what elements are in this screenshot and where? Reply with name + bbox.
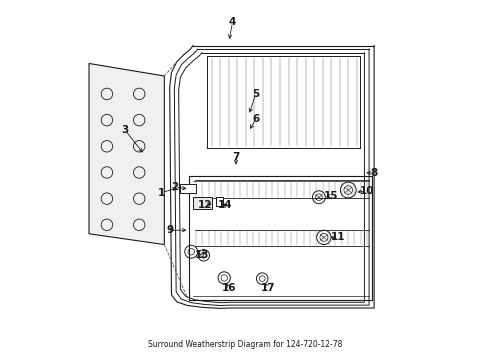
Text: 1: 1 [158, 188, 166, 198]
Bar [193, 197, 212, 209]
Text: 7: 7 [232, 152, 240, 162]
Text: 12: 12 [198, 200, 213, 210]
Bar [180, 184, 196, 193]
Text: 17: 17 [261, 283, 275, 293]
Text: Surround Weatherstrip Diagram for 124-720-12-78: Surround Weatherstrip Diagram for 124-72… [148, 341, 342, 350]
Text: 9: 9 [166, 225, 173, 235]
Text: 16: 16 [221, 283, 236, 293]
Text: 2: 2 [172, 182, 179, 192]
Text: 11: 11 [331, 232, 345, 242]
Bar [216, 197, 223, 206]
Text: 14: 14 [218, 200, 233, 210]
Text: 6: 6 [252, 114, 259, 124]
Polygon shape [89, 63, 164, 244]
Text: 15: 15 [324, 191, 338, 201]
Text: 8: 8 [370, 168, 378, 178]
Text: 3: 3 [121, 125, 128, 135]
Text: 5: 5 [252, 89, 259, 99]
Text: 4: 4 [229, 17, 236, 27]
Text: 10: 10 [360, 186, 374, 196]
Text: 13: 13 [195, 250, 209, 260]
